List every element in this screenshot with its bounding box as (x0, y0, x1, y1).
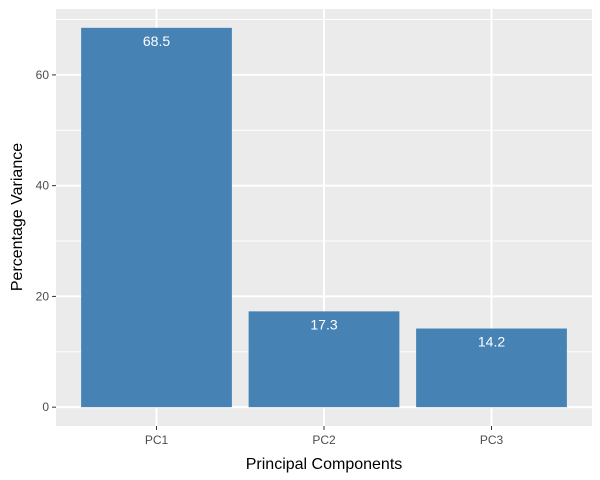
data-label: 68.5 (143, 33, 170, 49)
bar-pc3 (416, 328, 567, 408)
data-label: 17.3 (310, 316, 337, 332)
x-tick-label: PC2 (312, 433, 336, 447)
x-axis-title: Principal Components (246, 456, 403, 473)
y-tick-label: 20 (36, 289, 50, 303)
bars (81, 27, 567, 408)
y-axis: 0 20 40 60 (36, 68, 56, 414)
y-tick-label: 60 (36, 68, 50, 82)
y-axis-title: Percentage Variance (9, 143, 26, 291)
x-tick-label: PC3 (480, 433, 504, 447)
x-axis: PC1 PC2 PC3 (145, 426, 504, 447)
data-labels: 68.5 17.3 14.2 (143, 33, 505, 350)
bar-pc2 (248, 311, 400, 408)
bar-pc1 (81, 27, 232, 408)
x-tick-label: PC1 (145, 433, 169, 447)
y-tick-label: 0 (42, 400, 49, 414)
data-label: 14.2 (478, 334, 505, 350)
y-tick-label: 40 (36, 179, 50, 193)
